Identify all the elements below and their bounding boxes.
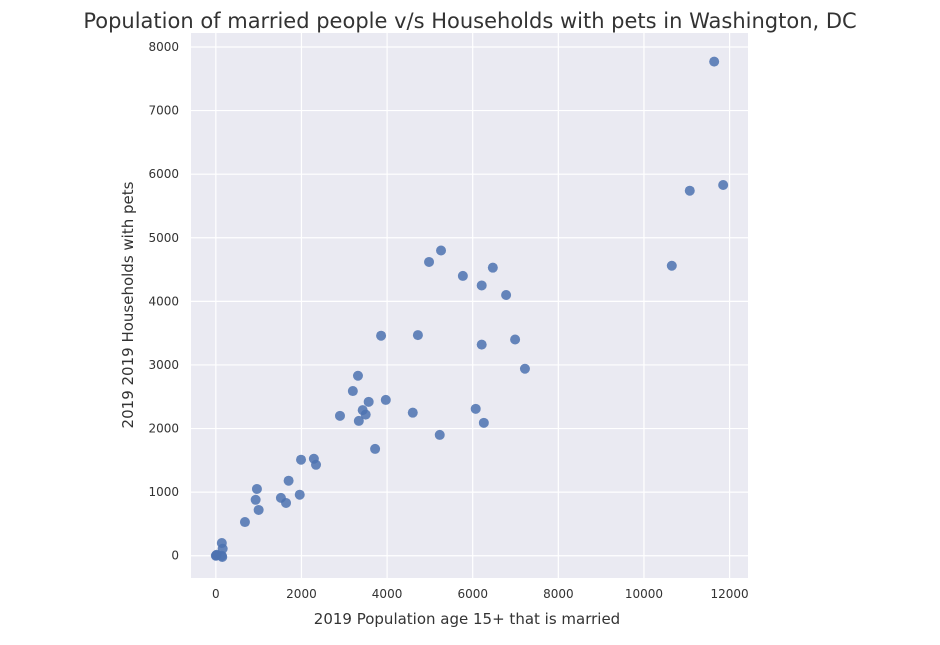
y-tick-label: 6000 (148, 167, 179, 181)
plot-area (191, 33, 748, 578)
data-point (363, 396, 374, 407)
data-point (380, 394, 391, 405)
y-tick-label: 5000 (148, 231, 179, 245)
data-point (253, 504, 264, 515)
y-tick-label: 3000 (148, 358, 179, 372)
data-point (457, 270, 468, 281)
data-point (294, 489, 305, 500)
x-tick-label: 12000 (710, 587, 748, 601)
data-point (239, 517, 250, 528)
x-tick-label: 6000 (457, 587, 488, 601)
y-axis-label: 2019 2019 Households with pets (119, 181, 137, 428)
data-point (376, 330, 387, 341)
x-tick-label: 0 (212, 587, 220, 601)
data-point (470, 403, 481, 414)
x-tick-label: 2000 (286, 587, 317, 601)
chart-title: Population of married people v/s Househo… (83, 9, 856, 33)
data-point (436, 245, 447, 256)
y-tick-label: 7000 (148, 104, 179, 118)
data-point (360, 409, 371, 420)
data-point (684, 185, 695, 196)
x-tick-label: 8000 (543, 587, 574, 601)
data-point (476, 339, 487, 350)
x-axis-label: 2019 Population age 15+ that is married (314, 610, 620, 628)
data-point (296, 454, 307, 465)
data-point (709, 56, 720, 67)
data-point (283, 475, 294, 486)
x-tick-label: 10000 (625, 587, 663, 601)
data-point (370, 443, 381, 454)
y-tick-label: 1000 (148, 485, 179, 499)
data-point (250, 494, 261, 505)
data-point (311, 459, 322, 470)
y-tick-label: 8000 (148, 40, 179, 54)
data-point (334, 410, 345, 421)
y-tick-label: 0 (171, 549, 179, 563)
data-point (424, 256, 435, 267)
data-point (412, 330, 423, 341)
data-point (478, 417, 489, 428)
x-tick-label: 4000 (372, 587, 403, 601)
data-point (407, 407, 418, 418)
data-point (216, 538, 227, 549)
data-point (510, 334, 521, 345)
data-point (666, 260, 677, 271)
data-point (434, 429, 445, 440)
data-point (718, 179, 729, 190)
data-point (217, 552, 228, 563)
data-point (353, 415, 364, 426)
data-point (519, 363, 530, 374)
data-point (487, 262, 498, 273)
y-tick-label: 4000 (148, 294, 179, 308)
data-point (347, 386, 358, 397)
data-point (501, 290, 512, 301)
y-tick-label: 2000 (148, 422, 179, 436)
data-point (476, 280, 487, 291)
data-point (251, 483, 262, 494)
data-point (352, 370, 363, 381)
data-point (281, 497, 292, 508)
